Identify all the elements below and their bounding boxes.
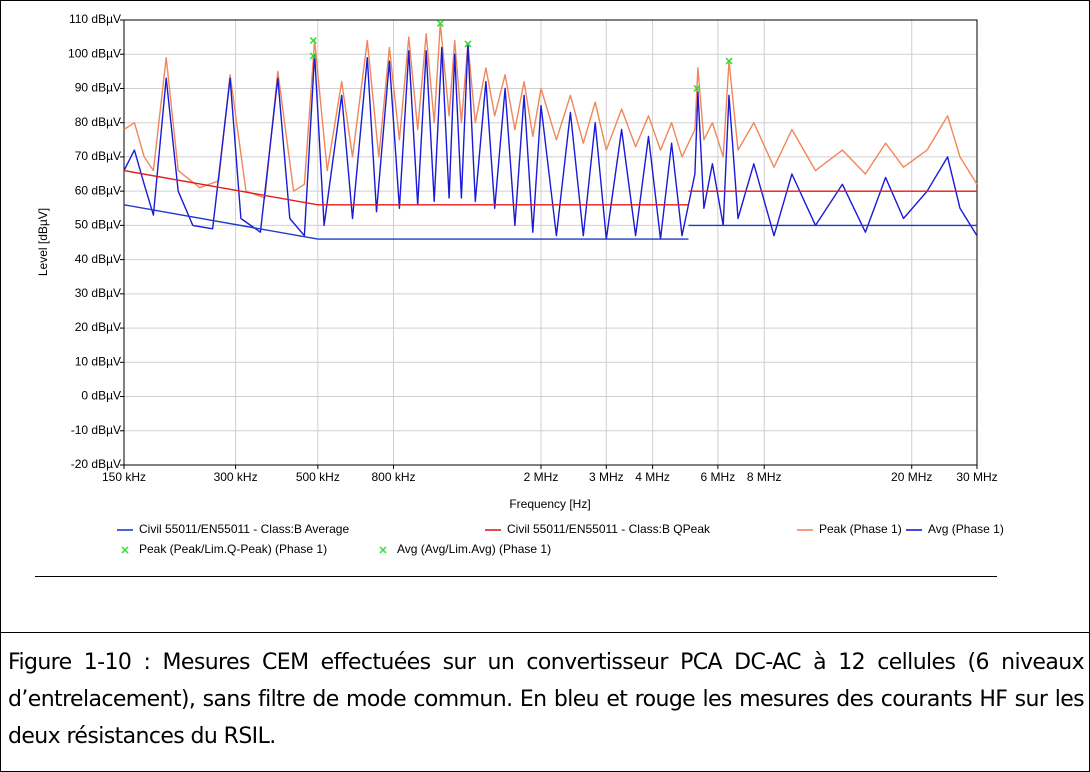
marker <box>309 52 317 60</box>
x-tick-label: 500 kHz <box>296 470 340 484</box>
marker <box>464 40 472 48</box>
x-tick-label: 150 kHz <box>102 470 146 484</box>
series-line <box>123 22 978 199</box>
marker <box>693 84 701 92</box>
x-tick-label: 800 kHz <box>371 470 415 484</box>
y-tick-label: 0 dBµV <box>81 389 121 403</box>
caption: Figure 1-10 : Mesures CEM effectuées sur… <box>8 650 1085 749</box>
y-tick-label: 100 dBµV <box>68 46 121 60</box>
x-tick-label: 4 MHz <box>635 470 670 484</box>
y-tick-label: 60 dBµV <box>75 183 121 197</box>
y-tick-label: -20 dBµV <box>71 457 121 471</box>
x-tick-label: 300 kHz <box>214 470 258 484</box>
legend-label: Civil 55011/EN55011 - Class:B Average <box>139 522 349 536</box>
y-tick-label: 70 dBµV <box>75 149 121 163</box>
x-tick-label: 3 MHz <box>589 470 624 484</box>
legend-label: Avg (Avg/Lim.Avg) (Phase 1) <box>397 542 551 556</box>
y-tick-label: 110 dBµV <box>69 12 121 26</box>
y-tick-label: 10 dBµV <box>75 354 121 368</box>
x-tick-label: 8 MHz <box>747 470 782 484</box>
y-tick-label: -10 dBµV <box>71 423 121 437</box>
marker <box>725 57 733 65</box>
plot-frame <box>123 19 978 466</box>
x-tick-label: 30 MHz <box>956 470 997 484</box>
y-axis-label: Level [dBµV] <box>36 208 50 276</box>
y-tick-label: 30 dBµV <box>75 286 121 300</box>
marker <box>436 19 444 27</box>
legend-label: Avg (Phase 1) <box>928 522 1004 536</box>
x-tick-label: 20 MHz <box>891 470 932 484</box>
y-tick-label: 50 dBµV <box>75 218 121 232</box>
series-line <box>123 204 977 240</box>
legend-swatch <box>379 546 387 554</box>
series-line <box>123 169 977 206</box>
legend-label: Civil 55011/EN55011 - Class:B QPeak <box>507 522 711 536</box>
y-tick-label: 80 dBµV <box>75 115 121 129</box>
legend-label: Peak (Phase 1) <box>819 522 902 536</box>
x-tick-label: 6 MHz <box>701 470 736 484</box>
legend-swatch <box>121 546 129 554</box>
x-axis-label: Frequency [Hz] <box>509 497 590 511</box>
marker <box>309 37 317 45</box>
y-tick-label: 90 dBµV <box>75 81 121 95</box>
y-tick-label: 40 dBµV <box>75 252 121 266</box>
y-tick-label: 20 dBµV <box>75 320 121 334</box>
x-tick-label: 2 MHz <box>524 470 559 484</box>
series-line <box>123 43 978 240</box>
legend-label: Peak (Peak/Lim.Q-Peak) (Phase 1) <box>139 542 327 556</box>
